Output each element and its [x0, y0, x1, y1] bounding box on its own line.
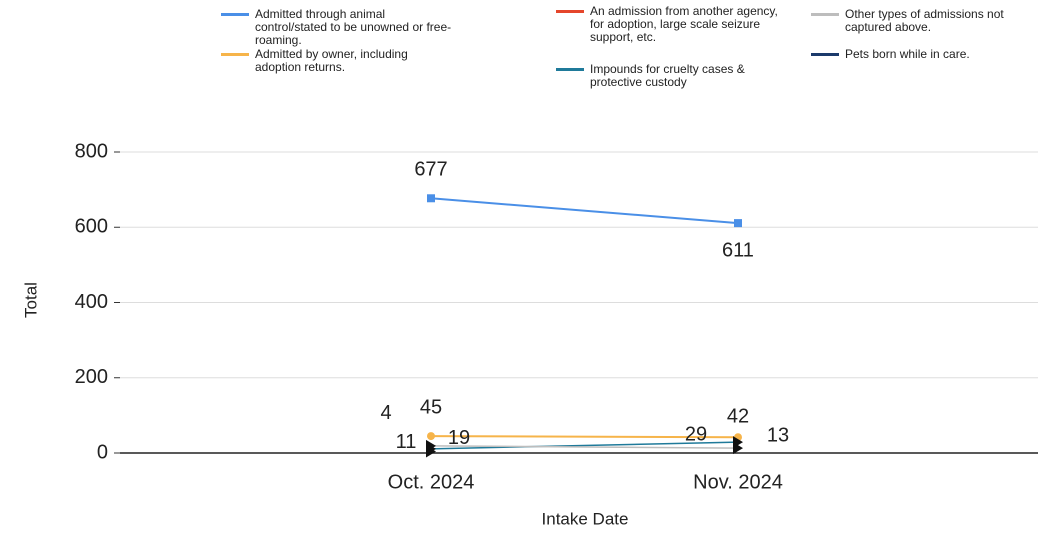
- legend-swatch: [556, 68, 584, 71]
- data-label: 29: [685, 423, 707, 445]
- legend-label: Admitted by owner, including adoption re…: [255, 47, 408, 74]
- legend-swatch: [811, 13, 839, 16]
- point-marker: [734, 219, 742, 228]
- data-label: 45: [420, 396, 442, 418]
- series-line: [430, 441, 739, 450]
- data-label: 19: [448, 427, 470, 449]
- data-label: 611: [722, 239, 754, 261]
- data-label: 42: [727, 405, 749, 427]
- y-axis-label: Total: [21, 282, 40, 318]
- legend-entry: Admitted by owner, including adoption re…: [221, 47, 455, 74]
- point-marker: [733, 442, 743, 455]
- x-tick-label: Oct. 2024: [388, 471, 475, 493]
- data-label: 11: [396, 431, 417, 453]
- legend-swatch: [556, 10, 584, 13]
- legend-label: Impounds for cruelty cases & protective …: [590, 62, 745, 89]
- legend-entry: Admitted through animal control/stated t…: [221, 7, 455, 47]
- legend-swatch: [811, 53, 839, 56]
- legend-label: An admission from another agency, for ad…: [590, 4, 778, 44]
- y-tick-label: 0: [97, 441, 108, 463]
- series-line: [430, 445, 739, 449]
- series-line: [430, 435, 739, 439]
- y-tick-label: 200: [75, 366, 108, 388]
- x-axis-label: Intake Date: [542, 509, 629, 528]
- series-line: [430, 197, 739, 225]
- legend-entry: Pets born while in care.: [811, 47, 1025, 61]
- point-marker: [427, 194, 435, 203]
- point-marker: [427, 432, 435, 441]
- y-tick-label: 800: [75, 140, 108, 162]
- legend-swatch: [221, 13, 249, 16]
- legend-entry: Other types of admissions not captured a…: [811, 7, 1025, 34]
- data-label: 4: [380, 402, 391, 424]
- data-label: 677: [414, 159, 447, 181]
- legend-label: Admitted through animal control/stated t…: [255, 7, 452, 47]
- y-tick-label: 400: [75, 291, 108, 313]
- legend-swatch: [221, 53, 249, 56]
- x-tick-label: Nov. 2024: [693, 471, 783, 493]
- legend-label: Pets born while in care.: [845, 47, 970, 61]
- legend-label: Other types of admissions not captured a…: [845, 7, 1004, 34]
- legend-entry: Impounds for cruelty cases & protective …: [556, 62, 790, 89]
- data-label: 13: [767, 424, 789, 446]
- legend-entry: An admission from another agency, for ad…: [556, 4, 790, 44]
- y-tick-label: 600: [75, 216, 108, 238]
- point-marker: [426, 439, 436, 452]
